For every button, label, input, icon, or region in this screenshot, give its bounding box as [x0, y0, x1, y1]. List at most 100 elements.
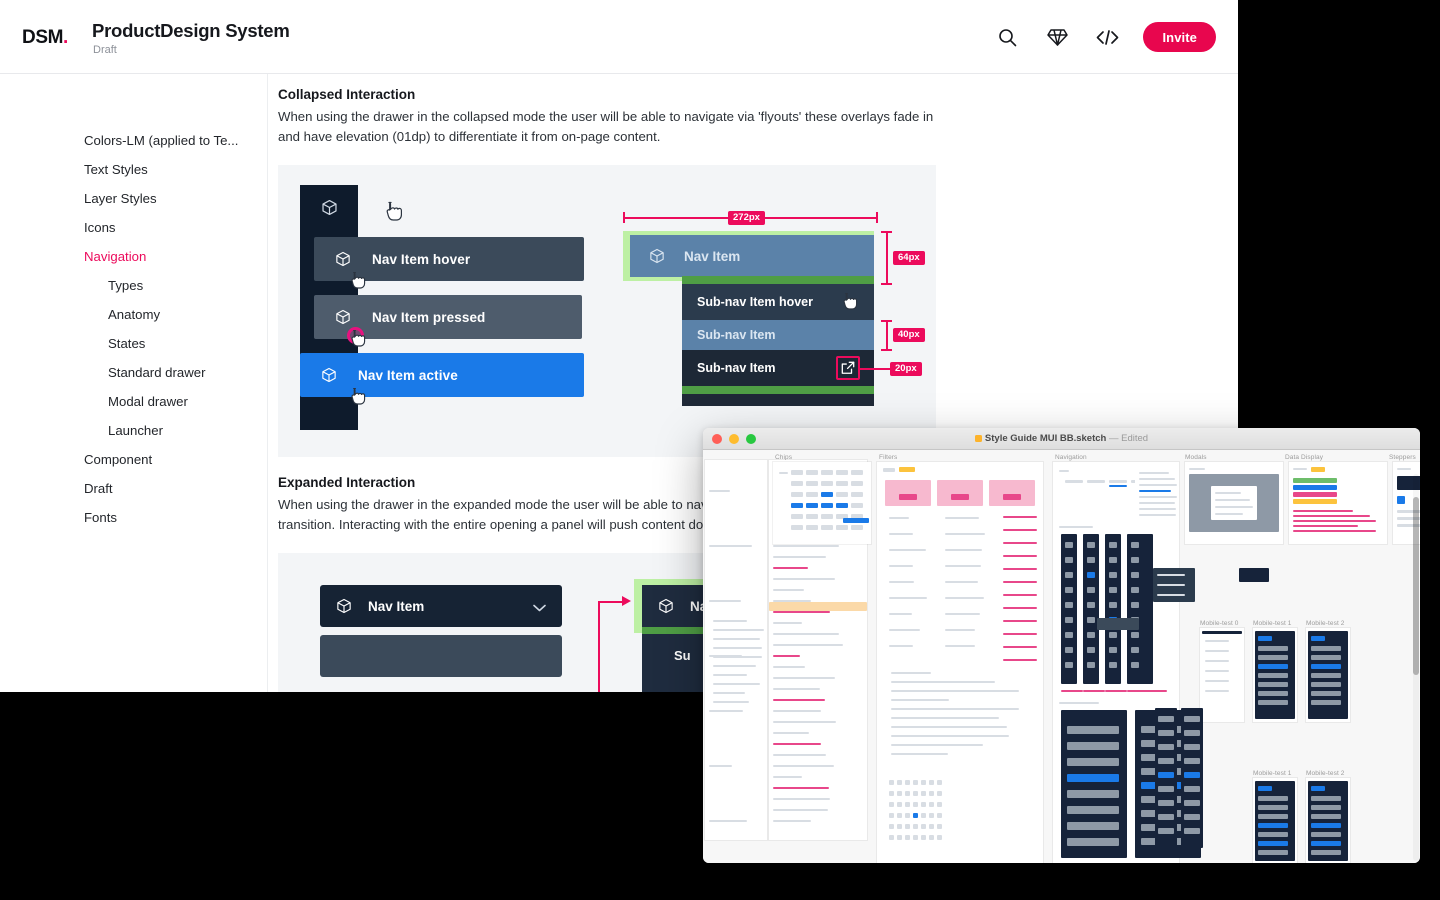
- subnav-item-selected[interactable]: Sub-nav Item: [682, 320, 874, 350]
- nav-column-row: [1184, 800, 1200, 806]
- subnav-item-hover-label: Sub-nav Item hover: [697, 295, 813, 309]
- annotation-line: [773, 545, 839, 548]
- sketch-scrollbar[interactable]: [1413, 474, 1419, 861]
- nav-item-hover-row[interactable]: Nav Item hover: [314, 237, 584, 281]
- nav-item-row[interactable]: Nav Item: [630, 235, 874, 277]
- sidebar-item-component[interactable]: Component: [84, 452, 153, 467]
- sidebar-item-fonts[interactable]: Fonts: [84, 510, 117, 525]
- nav-flyout-item: [1157, 584, 1185, 587]
- sidebar-item-modal-drawer[interactable]: Modal drawer: [108, 394, 188, 409]
- modal-text-line: [1215, 492, 1241, 495]
- artboard-mobile-test-0[interactable]: [1200, 628, 1244, 722]
- calendar-cell: [913, 824, 918, 829]
- chip: [806, 525, 818, 530]
- sidebar-item-text-styles[interactable]: Text Styles: [84, 162, 148, 177]
- calendar-cell: [905, 791, 910, 796]
- search-icon[interactable]: [993, 23, 1021, 51]
- arrow-cursor-icon: [386, 201, 402, 221]
- subnav-item-hover[interactable]: Sub-nav Item hover: [682, 284, 874, 320]
- nav-rail-icon: [1065, 617, 1073, 623]
- spec-line: [709, 545, 753, 548]
- sidebar-item-layer-styles[interactable]: Layer Styles: [84, 191, 157, 206]
- spec-line: [709, 710, 744, 713]
- sketch-titlebar[interactable]: Style Guide MUI BB.sketch — Edited: [703, 428, 1420, 450]
- nav-rail-icon: [1131, 542, 1139, 548]
- close-window-button[interactable]: [712, 433, 722, 444]
- mobile-row-line: [1205, 680, 1229, 683]
- nav-column-row: [1184, 786, 1200, 792]
- nav-item-active-row[interactable]: Nav Item active: [300, 353, 584, 397]
- calendar-cell: [897, 802, 902, 807]
- artboard-label-filters: Filters: [879, 454, 898, 461]
- nav-tooltip: [1097, 618, 1139, 630]
- sketch-app-window[interactable]: Style Guide MUI BB.sketch — Edited Chips…: [703, 428, 1420, 863]
- mobile-row: [1258, 691, 1288, 696]
- calendar-cell: [905, 802, 910, 807]
- filter-field-label: [945, 565, 981, 568]
- filter-field: [943, 626, 993, 638]
- filter-field: [887, 546, 937, 558]
- nav-flyout-item: [1157, 574, 1185, 577]
- artboard-label-mobile-test-0: Mobile-test 0: [1200, 620, 1239, 627]
- sidebar-item-standard-drawer[interactable]: Standard drawer: [108, 365, 206, 380]
- calendar-cell: [929, 780, 934, 785]
- nav-caption: [1061, 690, 1083, 693]
- section-title-collapsed: Collapsed Interaction: [278, 87, 416, 102]
- expanded-nav-item-label: Nav Item: [368, 598, 425, 614]
- sidebar-item-types[interactable]: Types: [108, 278, 144, 293]
- nav-rail-icon: [1087, 557, 1095, 563]
- mobile-row: [1311, 664, 1341, 669]
- dd-bar: [1293, 492, 1337, 497]
- calendar-cell: [937, 802, 942, 807]
- sidebar-item-draft[interactable]: Draft: [84, 481, 113, 496]
- sidebar-item-launcher[interactable]: Launcher: [108, 423, 163, 438]
- sidebar-item-anatomy[interactable]: Anatomy: [108, 307, 161, 322]
- nav-rail-icon: [1131, 587, 1139, 593]
- chip: [806, 481, 818, 486]
- sidebar-item-colors-lm-applied-to-te[interactable]: Colors-LM (applied to Te...: [84, 133, 239, 148]
- calendar-cell: [929, 802, 934, 807]
- chip: [821, 514, 833, 519]
- mobile-row: [1311, 655, 1341, 660]
- nav-rail-icon: [1087, 617, 1095, 623]
- filter-card: [885, 480, 931, 506]
- mobile-row: [1311, 682, 1341, 687]
- expanded-nav-item-secondary[interactable]: [320, 635, 562, 677]
- annotation-line: [773, 688, 820, 691]
- maximize-window-button[interactable]: [746, 433, 756, 444]
- chip: [836, 481, 848, 486]
- sidebar-item-icons[interactable]: Icons: [84, 220, 116, 235]
- chip: [791, 514, 803, 519]
- artboard-spec-left[interactable]: [705, 460, 767, 840]
- chevron-down-icon[interactable]: [533, 599, 546, 617]
- nav-menu-item: [1139, 472, 1169, 475]
- calendar-cell: [913, 835, 918, 840]
- stepper-line: [1397, 524, 1420, 527]
- filter-field: [887, 610, 937, 622]
- nav-rail-icon: [1131, 602, 1139, 608]
- mobile-row: [1311, 805, 1341, 810]
- sidebar-item-navigation[interactable]: Navigation: [84, 249, 147, 264]
- mobile-row: [1311, 814, 1341, 819]
- sidebar-item-states[interactable]: States: [108, 336, 146, 351]
- filter-note: [1003, 568, 1037, 571]
- dd-bar: [1293, 478, 1337, 483]
- modal-text-line: [1215, 499, 1250, 502]
- filter-note: [1003, 555, 1037, 558]
- nav-rail-icon: [1109, 602, 1117, 608]
- table-row-line: [891, 744, 984, 747]
- annotation-line: [773, 655, 801, 658]
- code-brackets-icon[interactable]: [1093, 23, 1121, 51]
- artboard-label-modals: Modals: [1185, 454, 1207, 461]
- calendar-cell: [897, 780, 902, 785]
- minimize-window-button[interactable]: [729, 433, 739, 444]
- sketch-canvas[interactable]: Chips Filters Navigation Modals Data Dis…: [703, 450, 1420, 863]
- spec-row: [713, 647, 762, 650]
- sketch-diamond-icon[interactable]: [1043, 23, 1071, 51]
- invite-button[interactable]: Invite: [1143, 22, 1216, 52]
- nav-rail-collapsed: [1105, 534, 1121, 684]
- annotation-line: [773, 611, 830, 614]
- dsm-logo[interactable]: DSM.: [22, 27, 68, 49]
- expanded-nav-item[interactable]: Nav Item: [320, 585, 562, 627]
- spec-row: [713, 701, 749, 704]
